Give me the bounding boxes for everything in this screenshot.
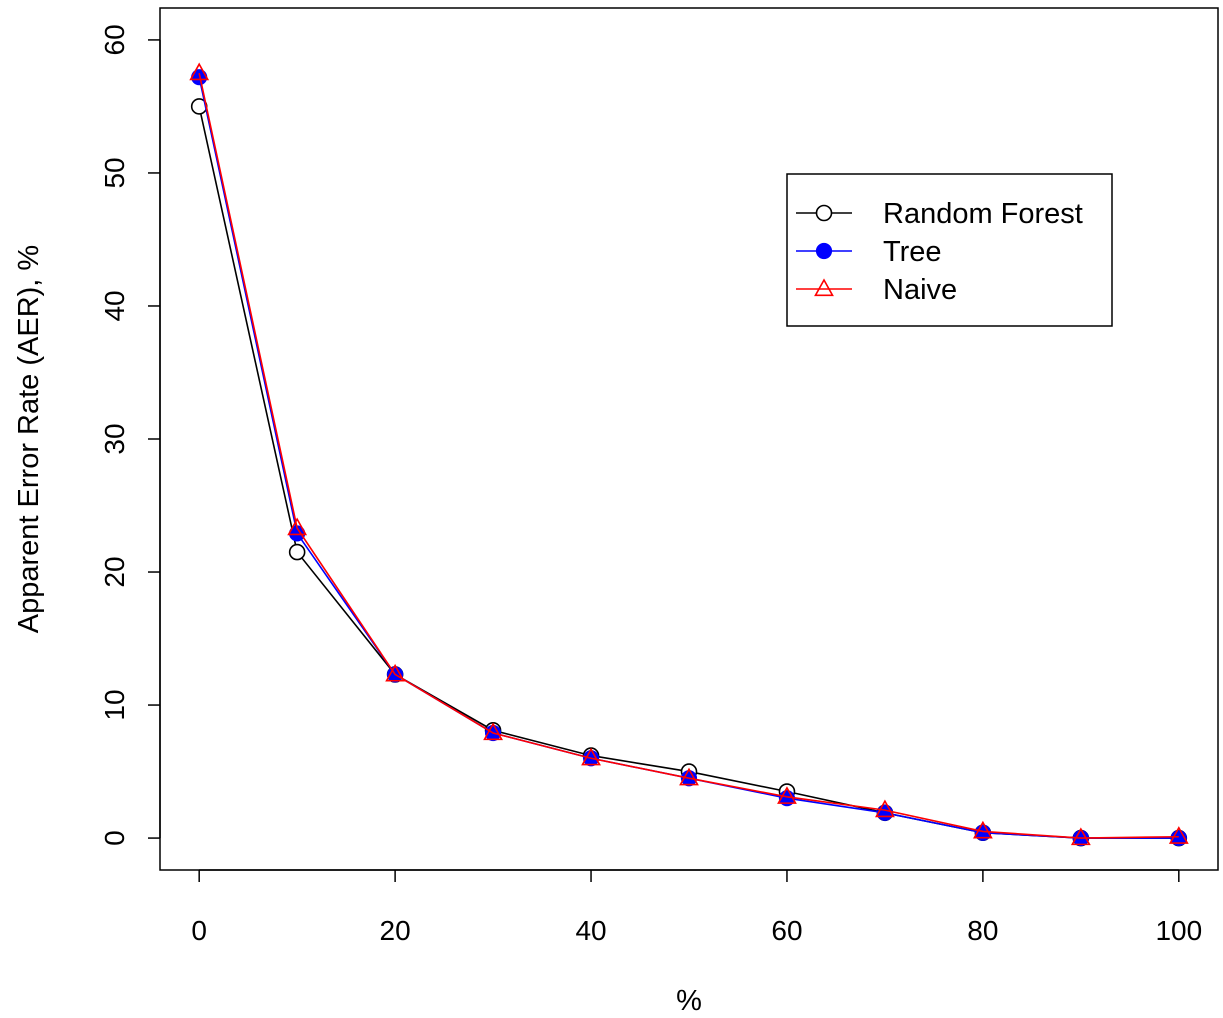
- y-tick-label: 20: [99, 556, 130, 587]
- legend-marker-tree: [815, 242, 833, 260]
- legend-marker-naive: [814, 278, 834, 297]
- x-tick-label: 80: [967, 915, 998, 946]
- y-tick-label: 30: [99, 423, 130, 454]
- y-tick-label: 50: [99, 157, 130, 188]
- data-point-naive: [972, 820, 993, 839]
- y-tick-label: 40: [99, 290, 130, 321]
- legend-label-naive: Naive: [883, 274, 957, 306]
- data-point-naive: [385, 663, 406, 682]
- data-point-tree: [191, 69, 208, 86]
- x-axis-title: %: [676, 985, 702, 1017]
- y-axis: 0 10 20 30 40 50 60: [99, 24, 161, 846]
- x-tick-label: 0: [191, 915, 207, 946]
- data-point-naive: [287, 517, 308, 536]
- y-axis-title: Apparent Error Rate (AER), %: [13, 245, 45, 633]
- x-tick-label: 100: [1155, 915, 1202, 946]
- legend-box: [786, 173, 1113, 327]
- data-point-naive: [189, 62, 210, 81]
- data-point-naive: [1168, 826, 1189, 844]
- data-point-naive: [777, 786, 797, 804]
- data-point-naive: [875, 799, 895, 818]
- data-point-naive: [581, 747, 601, 766]
- data-point-tree: [876, 804, 894, 821]
- data-point-naive: [679, 767, 699, 786]
- data-point-random-forest: [288, 543, 306, 561]
- plot-frame: [159, 7, 1219, 871]
- x-axis: 0 20 40 60 80 100: [191, 869, 1202, 946]
- series-naive: [189, 62, 1189, 846]
- legend: Random Forest Tree Naive: [786, 173, 1113, 327]
- x-tick-label: 20: [380, 915, 411, 946]
- y-tick-label: 10: [99, 689, 130, 720]
- legend-marker-random-forest: [815, 204, 833, 222]
- y-tick-label: 0: [99, 830, 130, 846]
- series-layer: [189, 62, 1189, 847]
- data-point-naive: [1070, 827, 1091, 846]
- data-point-naive: [483, 722, 503, 741]
- y-tick-label: 60: [99, 24, 130, 55]
- legend-label-random-forest: Random Forest: [883, 198, 1083, 230]
- series-line-naive: [198, 73, 1179, 839]
- x-tick-label: 60: [771, 915, 802, 946]
- x-tick-label: 40: [575, 915, 606, 946]
- legend-label-tree: Tree: [883, 236, 942, 268]
